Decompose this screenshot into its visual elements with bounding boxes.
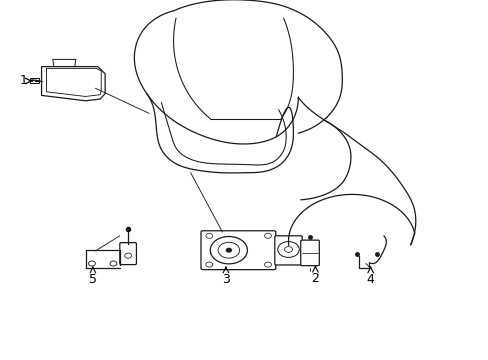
Text: 1: 1 bbox=[20, 75, 28, 87]
FancyBboxPatch shape bbox=[274, 236, 302, 265]
Text: 5: 5 bbox=[89, 273, 97, 285]
FancyBboxPatch shape bbox=[120, 243, 136, 265]
Text: 2: 2 bbox=[311, 272, 319, 285]
FancyBboxPatch shape bbox=[201, 231, 275, 270]
FancyBboxPatch shape bbox=[30, 78, 39, 83]
Text: 4: 4 bbox=[366, 273, 374, 285]
FancyBboxPatch shape bbox=[300, 240, 319, 266]
Circle shape bbox=[226, 248, 231, 252]
Text: 3: 3 bbox=[222, 273, 229, 285]
